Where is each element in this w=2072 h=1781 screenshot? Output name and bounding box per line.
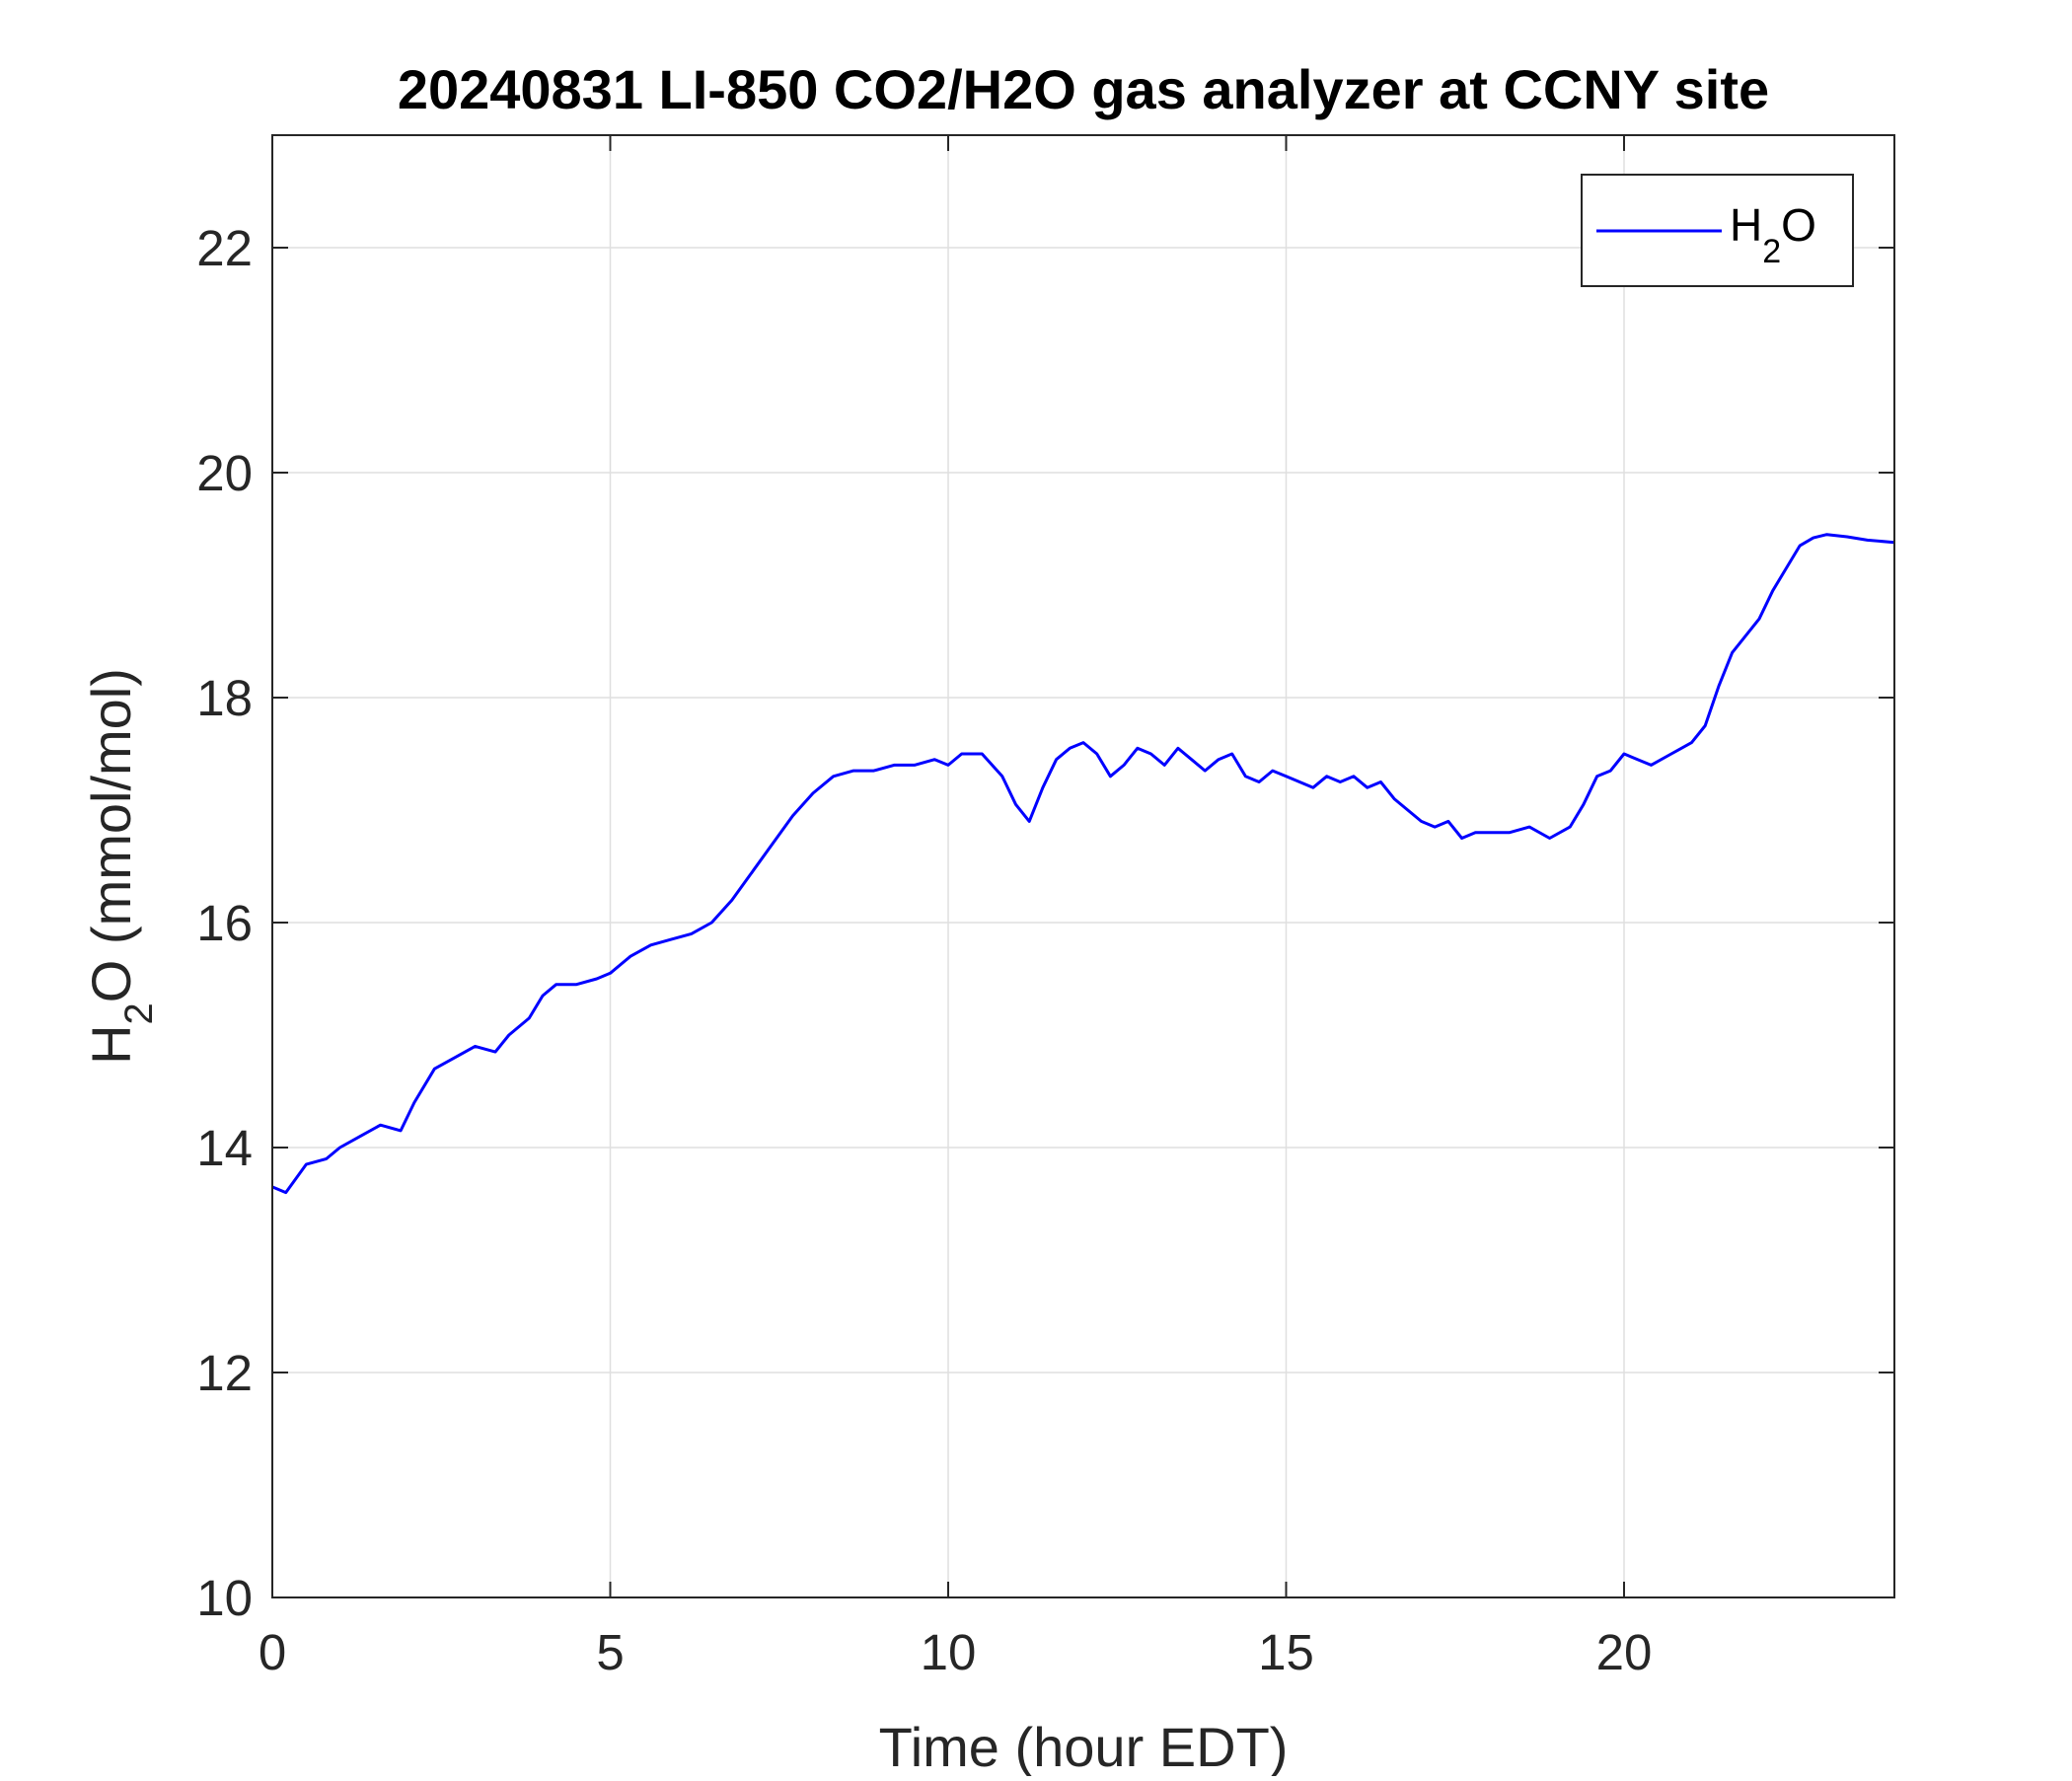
legend-label-sub: 2: [1762, 233, 1781, 270]
tick-labels: 0 5 10 15 20 10 12 14 16 18 20 22: [196, 220, 1652, 1680]
y-axis-label-base: H: [80, 1024, 142, 1064]
x-tick-label: 10: [921, 1624, 977, 1680]
y-tick-label: 14: [196, 1120, 253, 1176]
series-layer: [271, 533, 1895, 1195]
grid-lines: [271, 135, 1894, 1598]
legend: H2O: [1581, 174, 1854, 287]
chart-title: 20240831 LI-850 CO2/H2O gas analyzer at …: [398, 58, 1769, 120]
y-tick-label: 10: [196, 1570, 253, 1626]
x-tick-label: 20: [1596, 1624, 1653, 1680]
series-line-h2o: [271, 533, 1895, 1195]
y-tick-label: 22: [196, 220, 253, 276]
x-tick-label: 0: [259, 1624, 286, 1680]
y-axis-label-rest: O (mmol/mol): [80, 668, 142, 1002]
y-tick-label: 20: [196, 445, 253, 501]
y-axis-label-sub: 2: [117, 1002, 161, 1024]
y-tick-label: 16: [196, 895, 253, 951]
x-tick-label: 15: [1258, 1624, 1314, 1680]
y-axis-label: H2O (mmol/mol): [80, 668, 161, 1065]
legend-label-base: H: [1730, 199, 1762, 251]
axes-box: [271, 134, 1895, 1598]
y-tick-label: 12: [196, 1345, 253, 1401]
tick-marks: [271, 135, 1894, 1598]
legend-label: H2O: [1730, 199, 1816, 270]
x-tick-label: 5: [596, 1624, 624, 1680]
plot-area: [272, 135, 1894, 1597]
legend-label-rest: O: [1781, 199, 1816, 251]
x-axis-label: Time (hour EDT): [879, 1716, 1289, 1776]
y-tick-label: 18: [196, 670, 253, 726]
